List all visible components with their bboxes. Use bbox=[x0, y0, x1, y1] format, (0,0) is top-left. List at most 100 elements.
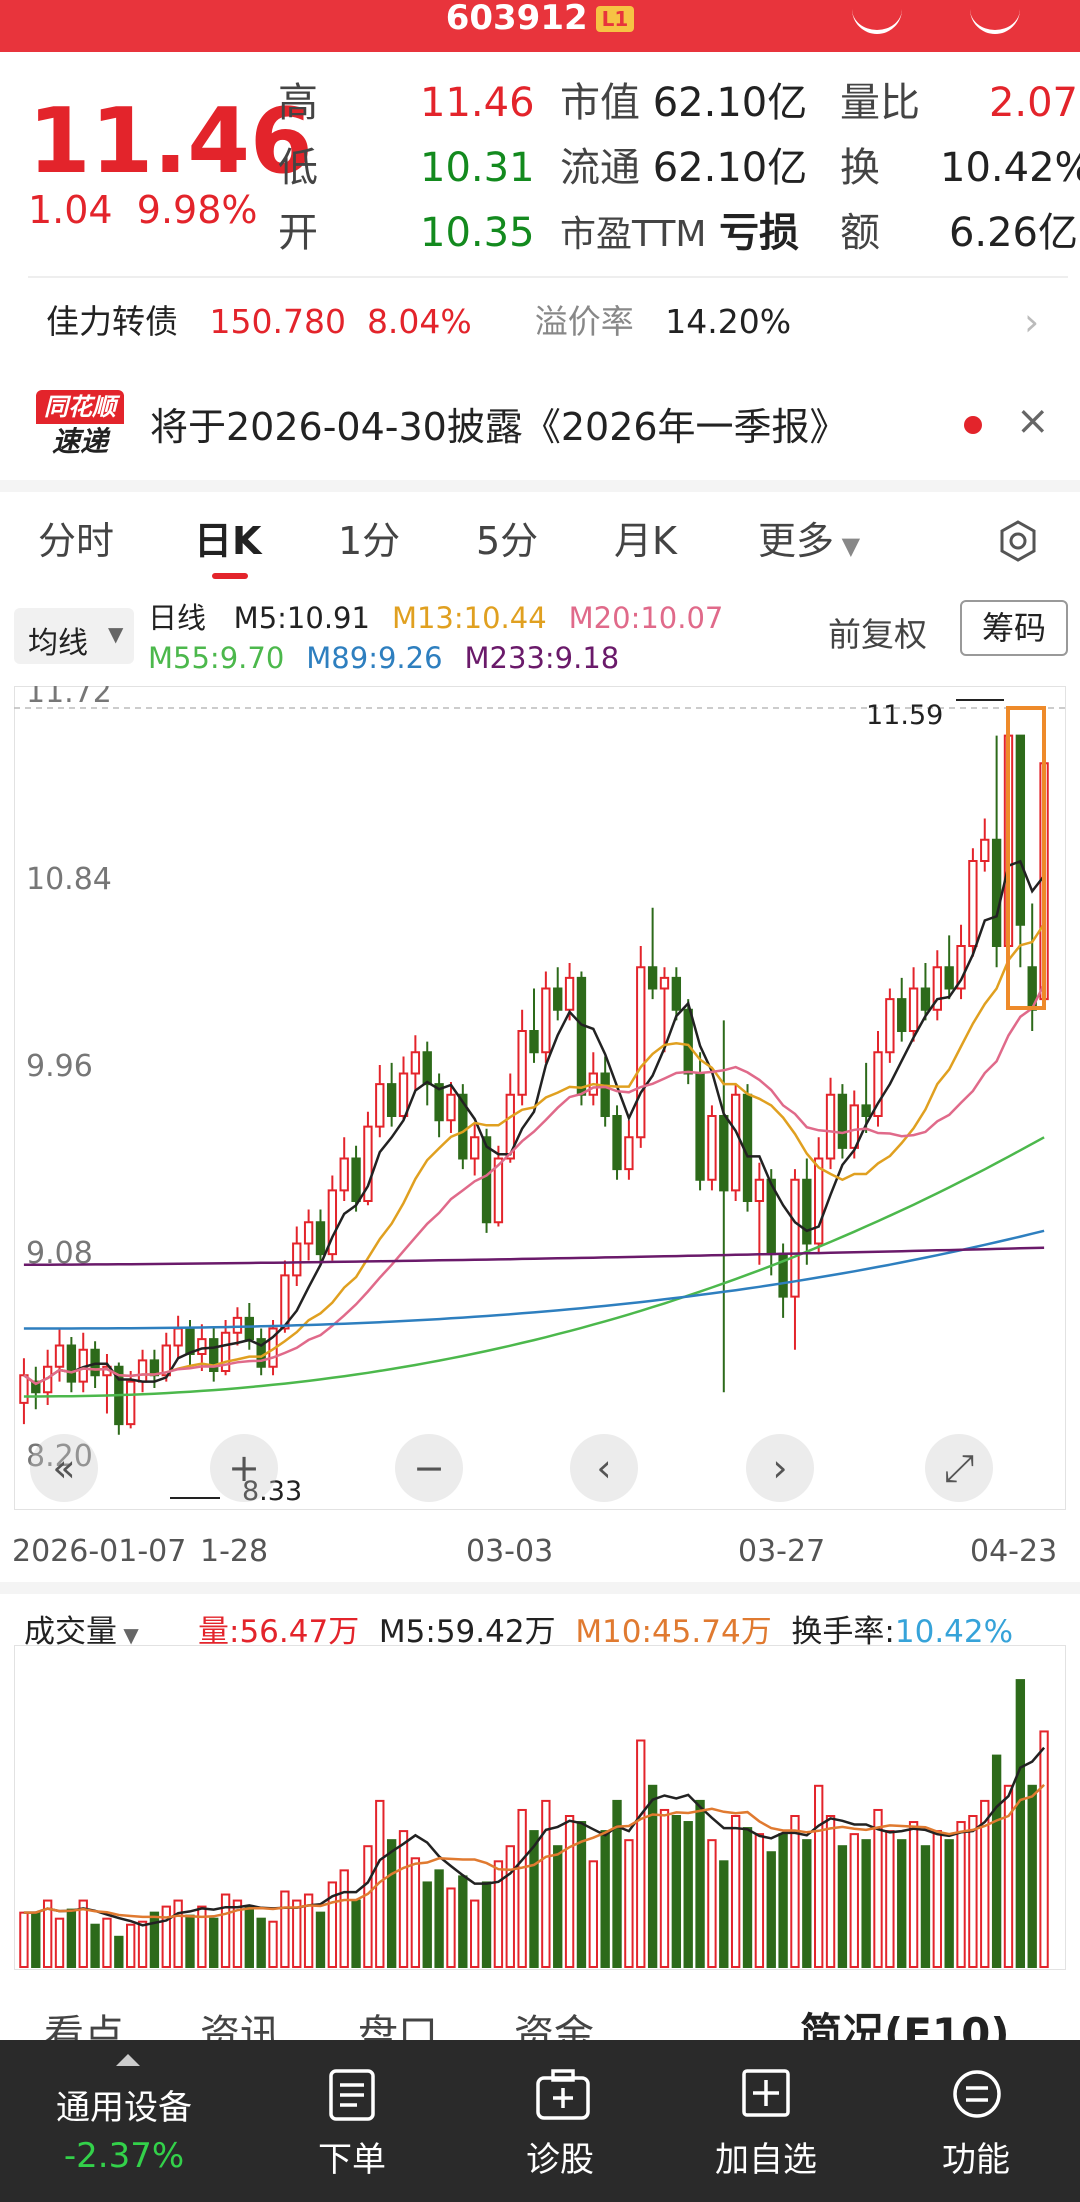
volume-bar bbox=[244, 1905, 254, 1969]
candle-body bbox=[541, 987, 551, 1054]
high-annotation: 11.59 bbox=[866, 700, 943, 731]
candle-body bbox=[647, 966, 658, 990]
candle-body bbox=[185, 1327, 195, 1355]
candle-body bbox=[897, 998, 907, 1032]
candle-body bbox=[434, 1083, 444, 1122]
convertible-bond-row[interactable]: 佳力转债 150.780 8.04% 溢价率 14.20% bbox=[46, 300, 791, 344]
volume-bar bbox=[719, 1860, 729, 1968]
candle-body bbox=[386, 1083, 397, 1117]
search-icon[interactable] bbox=[970, 0, 1020, 34]
candle-body bbox=[351, 1157, 361, 1202]
volume-bar bbox=[410, 1857, 421, 1968]
volume-frame bbox=[14, 1645, 1066, 1970]
candle-body bbox=[19, 1374, 29, 1404]
turnover-label: 换 bbox=[840, 145, 880, 191]
candle-body bbox=[232, 1316, 243, 1334]
caret-up-icon bbox=[116, 2054, 140, 2066]
candle-body bbox=[802, 1178, 812, 1245]
tab-intraday[interactable]: 分时 bbox=[38, 519, 115, 563]
volume-selector[interactable]: 成交量 ▼ bbox=[24, 1614, 139, 1650]
ma-items-row1: M5:10.91 M13:10.44 M20:10.07 bbox=[234, 601, 746, 635]
tab-highlights[interactable]: 看点 bbox=[44, 2012, 124, 2040]
chevron-right-icon[interactable]: › bbox=[1024, 300, 1040, 344]
volume-bar bbox=[825, 1815, 836, 1968]
candle-body bbox=[1015, 734, 1026, 926]
candle-body bbox=[303, 1221, 314, 1245]
bond-pct: 8.04% bbox=[366, 302, 472, 341]
candle-body bbox=[446, 1093, 456, 1122]
prev-icon[interactable]: ‹ bbox=[570, 1434, 638, 1502]
bottom-nav: 通用设备 -2.37% 下单 诊股 加自选 功能 bbox=[0, 2040, 1080, 2202]
candle-body bbox=[600, 1072, 610, 1117]
industry-button[interactable]: 通用设备 -2.37% bbox=[44, 2040, 204, 2202]
y-tick-label: 8.20 bbox=[26, 1439, 93, 1474]
candle-body bbox=[932, 966, 942, 1011]
tab-news[interactable]: 资讯 bbox=[200, 2012, 280, 2040]
scroll-left-icon[interactable]: « bbox=[30, 1434, 98, 1502]
candle-body bbox=[505, 1093, 515, 1160]
tab-1min[interactable]: 1分 bbox=[338, 519, 401, 563]
volume-bar bbox=[944, 1839, 954, 1968]
premium-value: 14.20% bbox=[665, 302, 792, 341]
ma-line bbox=[23, 923, 1046, 1386]
candle-body bbox=[861, 1104, 871, 1117]
tab-funds[interactable]: 资金 bbox=[514, 2012, 594, 2040]
volume-bar bbox=[220, 1893, 231, 1969]
order-button[interactable]: 下单 bbox=[272, 2040, 432, 2202]
volume-bar bbox=[422, 1881, 432, 1968]
zoom-out-icon[interactable]: − bbox=[395, 1434, 463, 1502]
volume-bar bbox=[517, 1808, 527, 1968]
control-bg bbox=[395, 1434, 463, 1502]
volume-bar bbox=[790, 1815, 800, 1968]
candle-body bbox=[315, 1221, 326, 1256]
candle-body bbox=[209, 1338, 219, 1372]
candle-body bbox=[280, 1274, 290, 1330]
adjust-label[interactable]: 前复权 bbox=[828, 615, 927, 654]
volume-bar bbox=[766, 1851, 776, 1969]
zoom-in-icon[interactable]: + bbox=[210, 1434, 278, 1502]
tab-monthly-k[interactable]: 月K bbox=[614, 519, 677, 563]
volume-bar bbox=[78, 1899, 88, 1968]
level-badge: L1 bbox=[595, 6, 635, 32]
volume-bar bbox=[529, 1830, 539, 1968]
x-axis-labels: 2026-01-07 1-28 03-03 03-27 04-23 bbox=[0, 1534, 1080, 1574]
candle-body bbox=[529, 1030, 539, 1054]
candle-body bbox=[920, 987, 931, 1011]
tab-daily-k[interactable]: 日K bbox=[194, 519, 262, 563]
settings-icon[interactable] bbox=[996, 519, 1040, 563]
tab-5min[interactable]: 5分 bbox=[476, 519, 539, 563]
tab-orderbook[interactable]: 盘口 bbox=[358, 2012, 438, 2040]
close-icon[interactable]: × bbox=[1016, 398, 1050, 444]
candle-body bbox=[398, 1072, 409, 1117]
chip-button[interactable]: 筹码 bbox=[960, 600, 1068, 656]
medkit-icon bbox=[536, 2069, 590, 2120]
volume-legend: 量:56.47万 M5:59.42万 M10:45.74万 换手率:10.42% bbox=[198, 1606, 1013, 1651]
candle-body bbox=[730, 1093, 741, 1192]
candle-body bbox=[991, 838, 1002, 947]
volume-bar bbox=[956, 1821, 966, 1968]
tab-f10[interactable]: 简况(F10) bbox=[800, 2009, 1010, 2040]
news-text[interactable]: 将于2026-04-30披露《2026年一季报》 bbox=[150, 405, 848, 449]
volume-m5: M5:59.42万 bbox=[378, 1614, 556, 1650]
y-tick-label: 9.96 bbox=[26, 1049, 93, 1084]
ma-selector[interactable]: 均线 ▼ bbox=[14, 608, 134, 664]
volume-bar bbox=[126, 1923, 136, 1968]
candle-body bbox=[422, 1051, 432, 1086]
volume-bar bbox=[600, 1830, 610, 1968]
next-icon[interactable]: › bbox=[746, 1434, 814, 1502]
volume-bar bbox=[647, 1784, 658, 1968]
fullscreen-icon[interactable]: ⤢ bbox=[925, 1434, 993, 1502]
add-watchlist-button[interactable]: 加自选 bbox=[686, 2040, 846, 2202]
volume-bar bbox=[209, 1917, 219, 1968]
volume-bar bbox=[1003, 1784, 1014, 1968]
functions-button[interactable]: 功能 bbox=[896, 2040, 1056, 2202]
volume-ma-line bbox=[23, 1784, 1045, 1919]
period-tabs: 分时 日K 1分 5分 月K 更多 ▼ bbox=[0, 505, 1080, 579]
tab-more[interactable]: 更多 ▼ bbox=[758, 519, 861, 563]
diagnose-button[interactable]: 诊股 bbox=[480, 2040, 640, 2202]
avatar-icon[interactable] bbox=[852, 0, 902, 34]
volume-bar bbox=[802, 1839, 812, 1968]
volume-bar bbox=[303, 1893, 314, 1969]
industry-pct: -2.37% bbox=[63, 2136, 185, 2176]
